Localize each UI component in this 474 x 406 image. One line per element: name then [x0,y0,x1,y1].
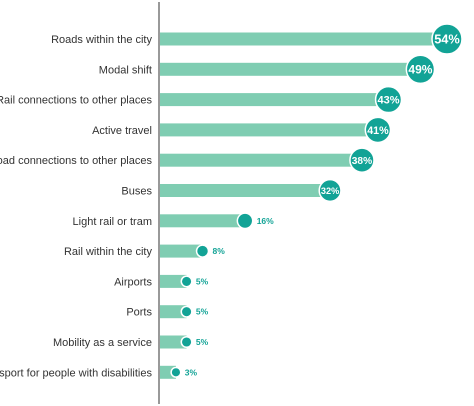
value-marker [170,366,182,378]
data-label: 38% [352,156,372,167]
category-label: Mobility as a service [53,337,152,349]
data-label: 5% [196,276,209,286]
bar [160,93,389,107]
category-label: Active travel [92,125,152,137]
category-label: Ports [126,307,152,319]
value-marker [364,116,392,144]
data-label: 5% [196,307,209,317]
data-label: 43% [378,95,400,107]
value-marker [349,147,375,173]
bar [160,244,203,258]
data-label: 54% [434,32,460,47]
data-label: 32% [321,186,339,196]
data-label: 3% [185,367,198,377]
bar [160,184,331,197]
value-marker [180,305,193,318]
category-label: Airports [114,276,152,288]
value-marker [374,85,403,114]
data-label: 41% [367,125,389,137]
value-marker [405,54,436,85]
category-label: Modal shift [99,64,152,76]
data-label: 8% [212,246,225,256]
value-marker [180,335,193,349]
category-label: Rail within the city [64,246,153,258]
category-label: Rail connections to other places [0,95,152,107]
value-marker [431,23,463,55]
data-label: 5% [196,337,209,347]
category-label: Light rail or tram [73,216,152,228]
bar [160,153,362,167]
bar [160,274,187,288]
category-label: Transport for people with disabilities [0,367,152,379]
data-label: 49% [408,63,432,77]
category-label: Buses [121,186,152,198]
category-label: Road connections to other places [0,155,152,167]
value-marker [236,212,254,230]
bar [160,305,187,319]
bar [160,62,421,76]
bar [160,123,378,137]
bar [160,32,447,46]
category-label: Roads within the city [51,34,152,46]
value-marker [318,178,342,203]
value-marker [195,244,210,258]
bar [160,214,246,228]
bar [160,335,187,349]
data-label: 16% [257,216,274,226]
chart-marks: Roads within the city 54% Modal shift 49% Ra… [0,23,463,379]
value-marker [180,275,193,288]
